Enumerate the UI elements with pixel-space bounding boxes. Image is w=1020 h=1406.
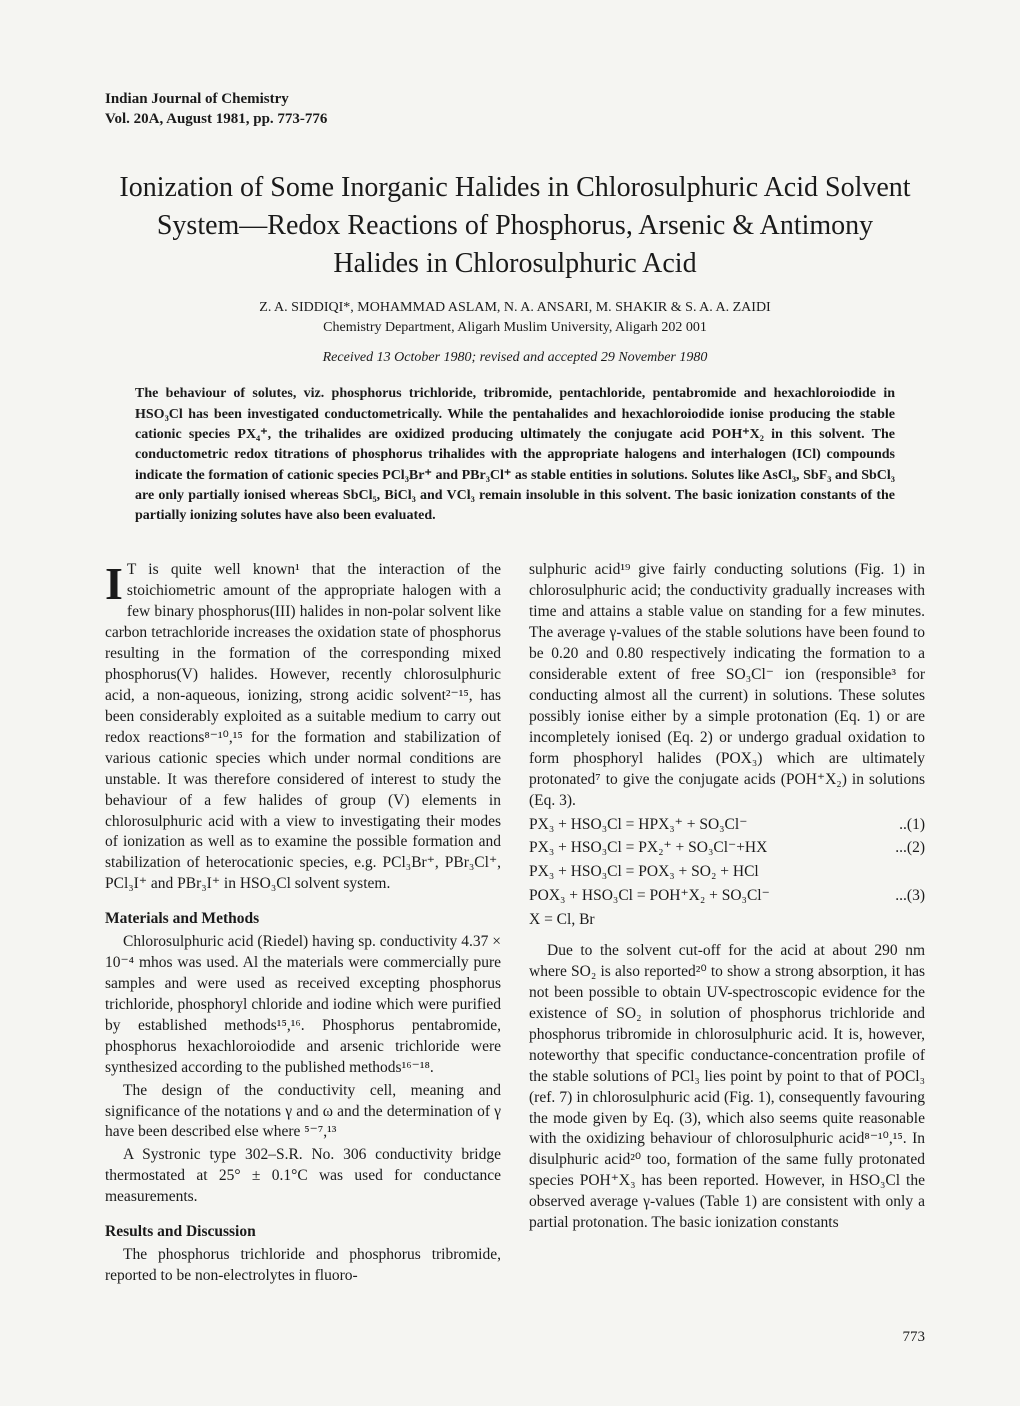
results-heading: Results and Discussion [105,1222,501,1243]
right-p1: sulphuric acid¹⁹ give fairly conducting … [529,560,925,811]
paper-title: Ionization of Some Inorganic Halides in … [105,169,925,282]
right-p2: Due to the solvent cut-off for the acid … [529,941,925,1234]
eq2-body: PX₃ + HSO₃Cl = PX₂⁺ + SO₃Cl⁻+HX [529,838,885,859]
left-column: IT is quite well known¹ that the interac… [105,560,501,1288]
materials-p2: The design of the conductivity cell, mea… [105,1081,501,1144]
right-column: sulphuric acid¹⁹ give fairly conducting … [529,560,925,1288]
eq3a-body: PX₃ + HSO₃Cl = POX₃ + SO₂ + HCl [529,862,925,883]
journal-volume: Vol. 20A, August 1981, pp. 773-776 [105,110,925,130]
equation-2: PX₃ + HSO₃Cl = PX₂⁺ + SO₃Cl⁻+HX ...(2) [529,838,925,859]
materials-heading: Materials and Methods [105,909,501,930]
page-number: 773 [105,1329,925,1346]
eq2-number: ...(2) [885,838,925,859]
equation-3a: PX₃ + HSO₃Cl = POX₃ + SO₂ + HCl [529,862,925,883]
eq3-number: ...(3) [885,886,925,907]
eq3c-body: X = Cl, Br [529,910,925,931]
body-columns: IT is quite well known¹ that the interac… [105,560,925,1288]
eq1-number: ..(1) [889,815,925,836]
eq1-body: PX₃ + HSO₃Cl = HPX₃⁺ + SO₃Cl⁻ [529,815,889,836]
intro-text: T is quite well known¹ that the interact… [105,561,501,892]
dropcap: I [105,560,127,603]
results-p1: The phosphorus trichloride and phosphoru… [105,1245,501,1287]
equation-1: PX₃ + HSO₃Cl = HPX₃⁺ + SO₃Cl⁻ ..(1) [529,815,925,836]
abstract: The behaviour of solutes, viz. phosphoru… [105,384,925,526]
equation-3b: POX₃ + HSO₃Cl = POH⁺X₂ + SO₃Cl⁻ ...(3) [529,886,925,907]
eq3b-body: POX₃ + HSO₃Cl = POH⁺X₂ + SO₃Cl⁻ [529,886,885,907]
equation-3c: X = Cl, Br [529,910,925,931]
materials-p1: Chlorosulphuric acid (Riedel) having sp.… [105,932,501,1078]
journal-name: Indian Journal of Chemistry [105,90,925,110]
authors: Z. A. SIDDIQI*, MOHAMMAD ASLAM, N. A. AN… [105,300,925,316]
paper-page: Indian Journal of Chemistry Vol. 20A, Au… [0,0,1020,1406]
journal-header: Indian Journal of Chemistry Vol. 20A, Au… [105,90,925,129]
materials-p3: A Systronic type 302–S.R. No. 306 conduc… [105,1145,501,1208]
received-date: Received 13 October 1980; revised and ac… [105,350,925,366]
affiliation: Chemistry Department, Aligarh Muslim Uni… [105,320,925,336]
intro-paragraph: IT is quite well known¹ that the interac… [105,560,501,895]
